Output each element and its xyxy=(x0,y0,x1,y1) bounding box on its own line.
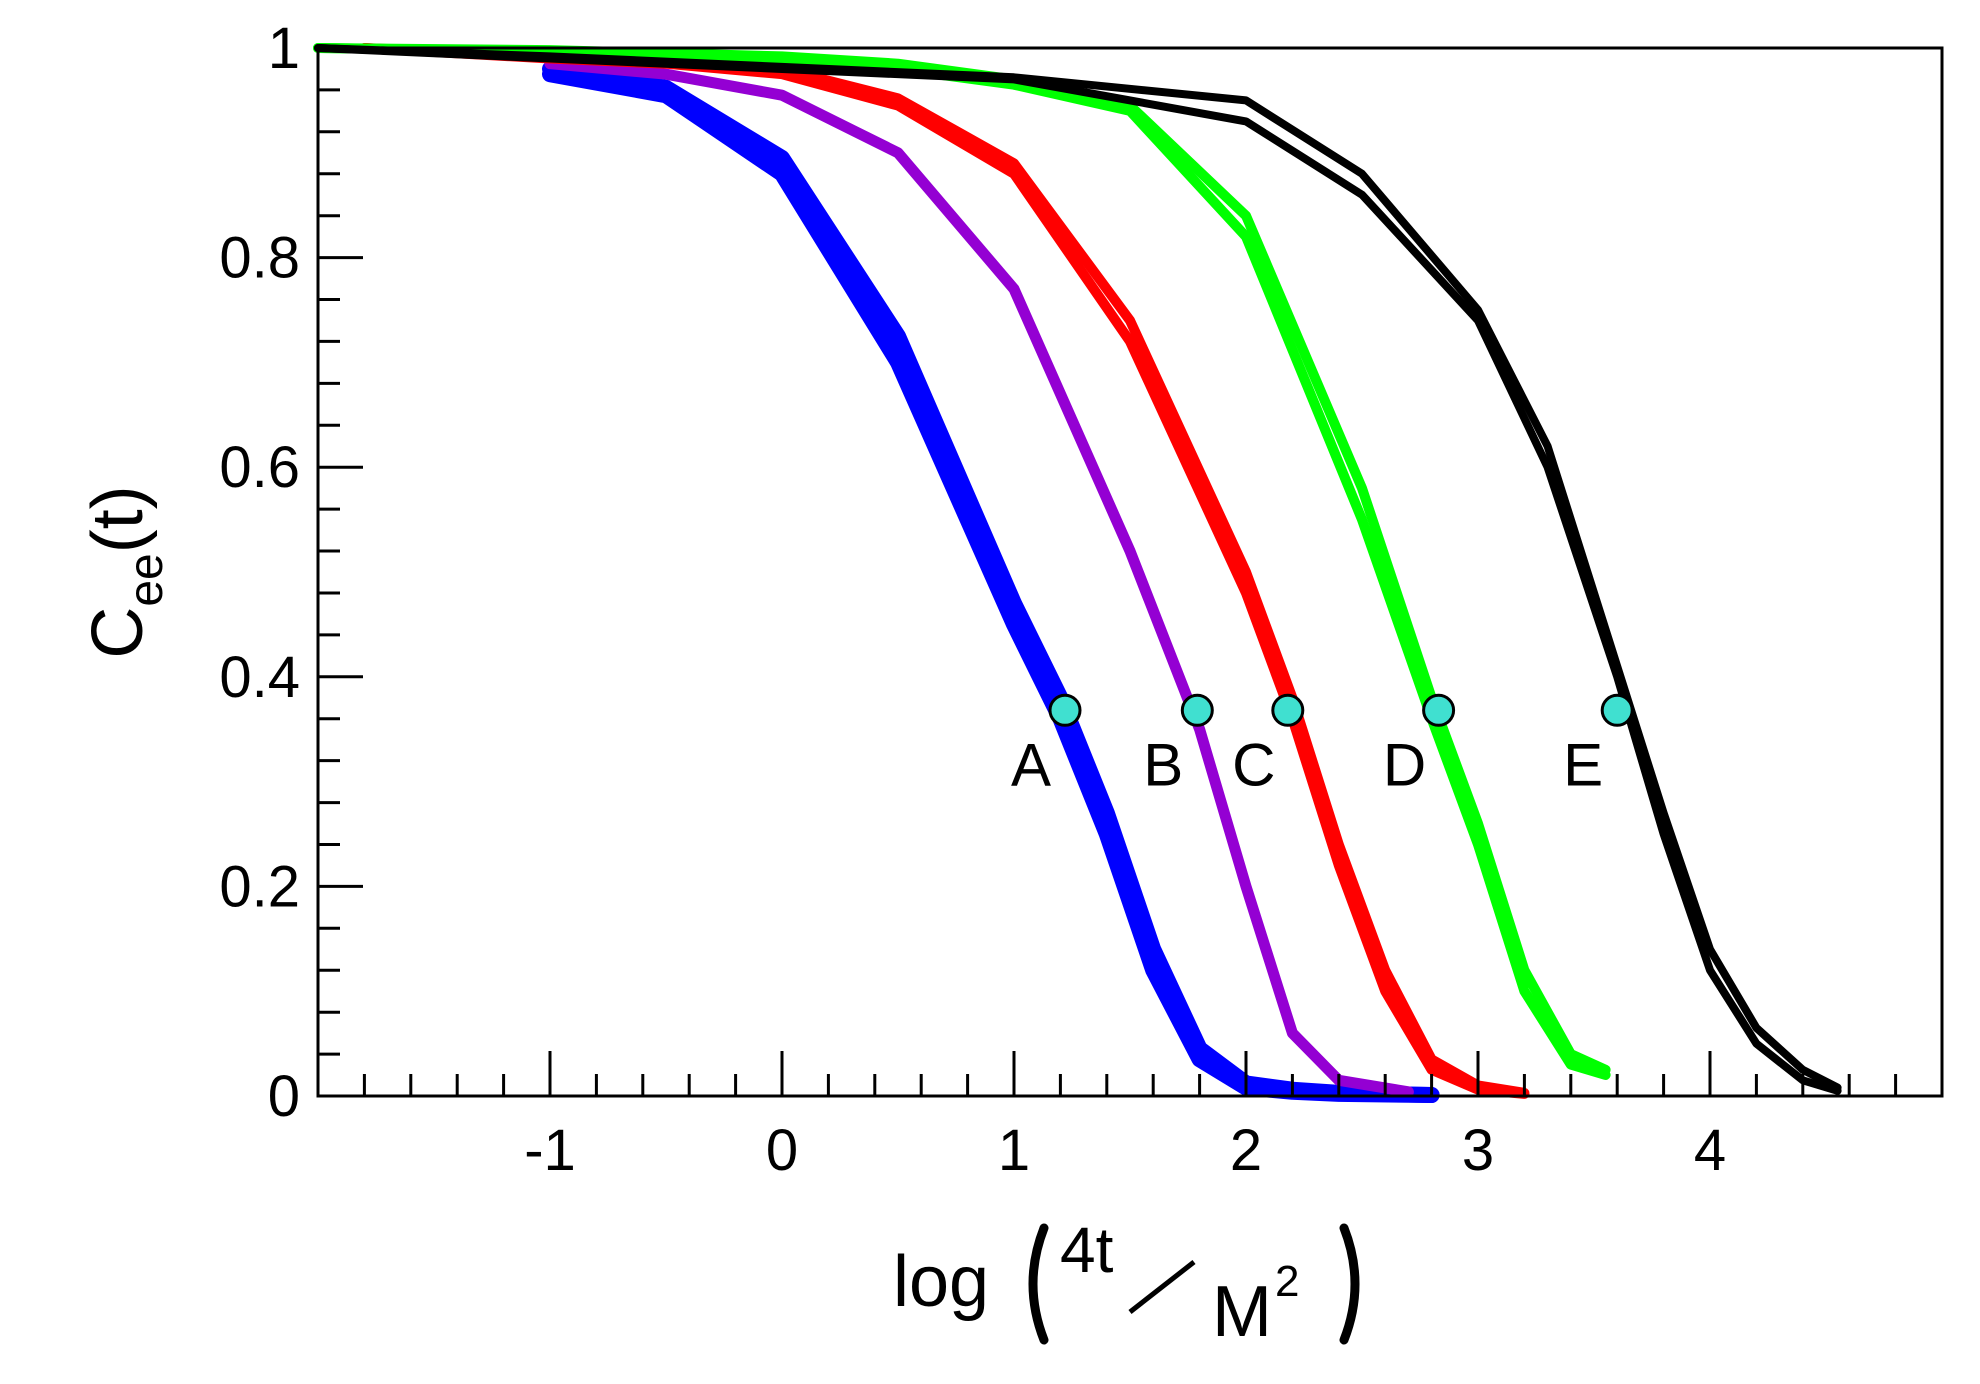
y-tick-label: 0.4 xyxy=(219,645,300,710)
x-axis-label-denominator: M xyxy=(1212,1272,1272,1352)
y-tick-label: 0.8 xyxy=(219,226,300,291)
x-tick-label: -1 xyxy=(524,1118,576,1183)
y-axis-label-main: C xyxy=(78,607,158,659)
plot-frame xyxy=(316,46,1944,1098)
x-axis-label-numerator: 4t xyxy=(1060,1214,1114,1286)
x-tick-label: 3 xyxy=(1462,1118,1494,1183)
x-tick-label: 1 xyxy=(998,1118,1030,1183)
series-5-curve-2 xyxy=(314,44,1842,1092)
x-axis-label-fraction-slash xyxy=(1128,1260,1196,1314)
y-tick-label: 0 xyxy=(268,1064,300,1129)
y-axis-label-tail: (t) xyxy=(78,485,158,553)
y-axis-label: Cee(t) xyxy=(78,485,173,658)
marker-e xyxy=(1600,693,1634,727)
x-axis-label: log 4t M 2 xyxy=(893,1214,1360,1352)
x-axis-label-exponent: 2 xyxy=(1275,1257,1299,1306)
y-tick-label: 0.2 xyxy=(219,854,300,919)
marker-b xyxy=(1180,693,1214,727)
y-axis-label-sub: ee xyxy=(120,553,173,606)
x-axis-label-close-paren xyxy=(1339,1223,1360,1345)
x-tick-label: 2 xyxy=(1230,1118,1262,1183)
marker-label-c: C xyxy=(1232,731,1275,798)
marker-a xyxy=(1048,693,1082,727)
y-tick-label: 0.6 xyxy=(219,435,300,500)
x-tick-label: 4 xyxy=(1694,1118,1726,1183)
marker-label-b: B xyxy=(1143,731,1183,798)
marker-d xyxy=(1422,693,1456,727)
y-tick-label: 1 xyxy=(268,16,300,81)
x-tick-label: 0 xyxy=(766,1118,798,1183)
marker-label-e: E xyxy=(1563,731,1603,798)
marker-label-d: D xyxy=(1383,731,1426,798)
series-4-curve-2 xyxy=(313,43,1611,1075)
marker-c xyxy=(1271,693,1305,727)
tick-label-layer: -1 0 1 2 3 4 0 0.2 0.4 0.6 0.8 1 xyxy=(219,16,1726,1183)
series-2-curve-1 xyxy=(544,58,1414,1098)
x-axis-label-open-paren xyxy=(1028,1223,1049,1345)
series-layer xyxy=(313,43,1842,1103)
marker-label-a: A xyxy=(1011,731,1051,798)
x-axis-label-prefix: log xyxy=(893,1242,989,1322)
